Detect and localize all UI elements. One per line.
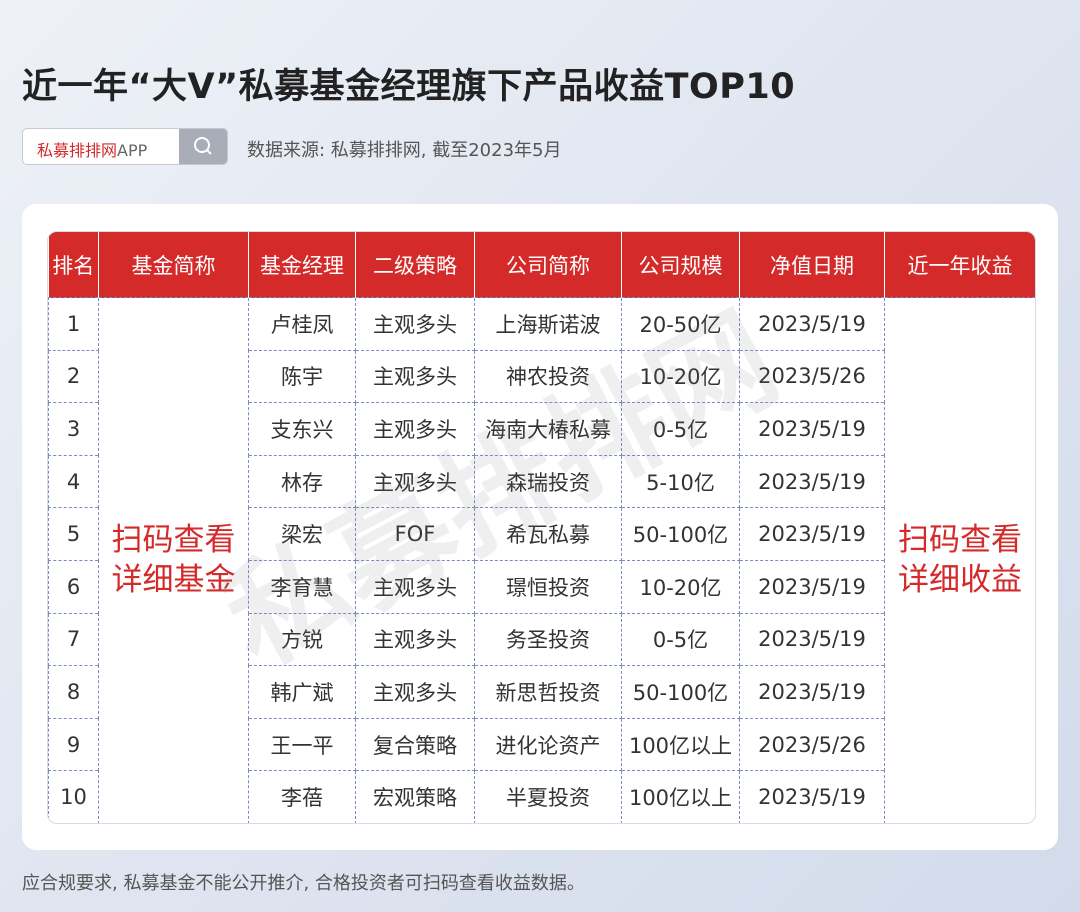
table-body: 1 扫码查看 详细基金 卢桂凤 主观多头 上海斯诺波 20-50亿 2023/5/19 扫码查看… [48,297,1036,823]
search-brand: 私募排排网 [37,141,118,160]
cell: 卢桂凤 [248,297,356,351]
footer: 应合规要求, 私募基金不能公开推介, 合格投资者可扫码查看收益数据。 [22,873,585,894]
cell: 上海斯诺波 [474,297,622,351]
table-row: 4 林存 主观多头 森瑞投资 5-10亿 2023/5/19 [48,454,1036,509]
column-header: 基金简称 [98,232,249,298]
search-button[interactable] [179,129,227,164]
cell: 2023/5/19 [739,402,885,456]
cell: 0-5亿 [621,402,740,456]
cell: FOF [355,507,475,561]
cell: 半夏投资 [474,770,622,823]
note-line: 详细收益 [898,562,1022,599]
cell: 希瓦私募 [474,507,622,561]
table-row: 2 陈宇 主观多头 神农投资 10-20亿 2023/5/26 [48,349,1036,404]
source: 数据来源: 私募排排网, 截至2023年5月 [247,140,562,161]
cell: 100亿以上 [621,770,740,823]
cell: 韩广斌 [248,665,356,719]
cell: 4 [48,454,99,509]
cell: 宏观策略 [355,770,475,823]
table-row: 10 李蓓 宏观策略 半夏投资 100亿以上 2023/5/19 [48,770,1036,823]
cell: 1 [48,297,99,351]
cell: 李育慧 [248,559,356,614]
table-row: 8 韩广斌 主观多头 新思哲投资 50-100亿 2023/5/19 [48,665,1036,719]
cell: 50-100亿 [621,507,740,561]
table-wrap: 排名 基金简称 基金经理 二级策略 公司简称 公司规模 净值日期 近一年收益 1 扫码查看 详细基… [47,231,1036,824]
cell: 2023/5/26 [739,349,885,404]
cell: 林存 [248,454,356,509]
cell: 2023/5/19 [739,297,885,351]
cell: 9 [48,717,99,772]
note-line: 扫码查看 [898,522,1022,559]
cell: 8 [48,665,99,719]
cell: 2 [48,349,99,404]
cell: 6 [48,559,99,614]
cell: 神农投资 [474,349,622,404]
search-box[interactable]: 私募排排网APP [22,128,228,165]
table-row: 9 王一平 复合策略 进化论资产 100亿以上 2023/5/26 [48,717,1036,772]
cell: 2023/5/26 [739,717,885,772]
cell: 50-100亿 [621,665,740,719]
cell: 7 [48,612,99,667]
note-cell: 扫码查看 详细基金 [98,297,249,823]
cell: 5 [48,507,99,561]
column-header: 二级策略 [355,232,475,298]
table-row: 7 方锐 主观多头 务圣投资 0-5亿 2023/5/19 [48,612,1036,667]
table-row: 1 扫码查看 详细基金 卢桂凤 主观多头 上海斯诺波 20-50亿 2023/5/19 扫码查看… [48,297,1035,823]
cell: 王一平 [248,717,356,772]
cell: 主观多头 [355,665,475,719]
cell: 2023/5/19 [739,665,885,719]
cell: 森瑞投资 [474,454,622,509]
cell: 李蓓 [248,770,356,823]
cell: 方锐 [248,612,356,667]
cell: 璟恒投资 [474,559,622,614]
cell: 2023/5/19 [739,612,885,667]
cell: 务圣投资 [474,612,622,667]
note-line: 详细基金 [111,562,236,599]
cell: 10 [48,770,99,823]
cell: 主观多头 [355,402,475,456]
card: 排名 基金简称 基金经理 二级策略 公司简称 公司规模 净值日期 近一年收益 1 扫码查看 详细基… [22,204,1058,850]
cell: 100亿以上 [621,717,740,772]
search-suffix: APP [117,141,148,160]
cell: 主观多头 [355,612,475,667]
cell: 10-20亿 [621,559,740,614]
cell: 梁宏 [248,507,356,561]
cell: 主观多头 [355,297,475,351]
column-header: 净值日期 [739,232,885,298]
cell: 主观多头 [355,349,475,404]
cell: 3 [48,402,99,456]
cell: 20-50亿 [621,297,740,351]
column-header: 公司简称 [474,232,622,298]
cell: 2023/5/19 [739,454,885,509]
cell: 主观多头 [355,559,475,614]
cell: 0-5亿 [621,612,740,667]
note-line: 扫码查看 [111,522,236,559]
column-header: 基金经理 [248,232,356,298]
cell: 陈宇 [248,349,356,404]
note-cell: 扫码查看 详细收益 [884,297,1035,823]
cell: 进化论资产 [474,717,622,772]
header-row: 排名 基金简称 基金经理 二级策略 公司简称 公司规模 净值日期 近一年收益 [48,232,1035,298]
cell: 5-10亿 [621,454,740,509]
table-row: 3 支东兴 主观多头 海南大椿私募 0-5亿 2023/5/19 [48,402,1036,456]
column-header: 排名 [48,232,99,298]
cell: 2023/5/19 [739,770,885,823]
title: 近一年“大V”私募基金经理旗下产品收益TOP10 [22,67,796,107]
cell: 10-20亿 [621,349,740,404]
cell: 新思哲投资 [474,665,622,719]
column-header: 公司规模 [621,232,740,298]
cell: 2023/5/19 [739,559,885,614]
cell: 复合策略 [355,717,475,772]
cell: 支东兴 [248,402,356,456]
cell: 主观多头 [355,454,475,509]
cell: 海南大椿私募 [474,402,622,456]
cell: 2023/5/19 [739,507,885,561]
column-header: 近一年收益 [884,232,1035,298]
table: 排名 基金简称 基金经理 二级策略 公司简称 公司规模 净值日期 近一年收益 1 扫码查看 详细基… [48,232,1036,823]
search-icon [194,137,212,155]
